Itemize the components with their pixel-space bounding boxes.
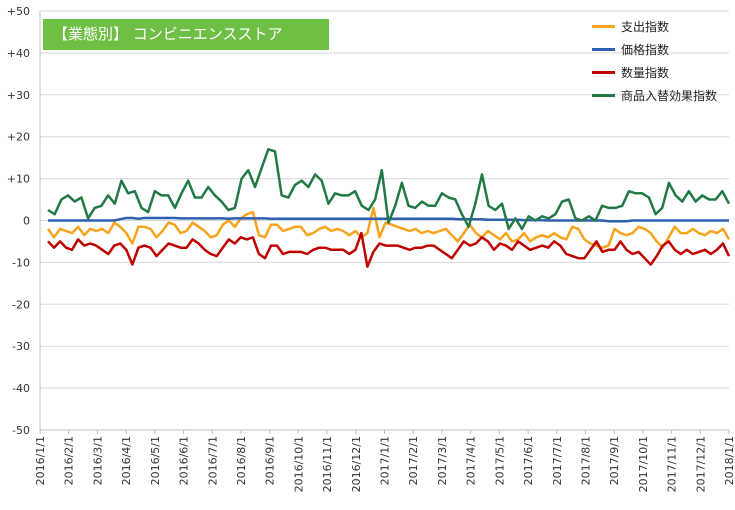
legend-swatch <box>592 94 615 97</box>
x-tick-label: 2016/2/1 <box>63 436 76 485</box>
y-tick-label: +20 <box>7 131 30 144</box>
x-axis-ticks: 2016/1/1 2016/2/1 2016/3/1 2016/4/1 2016/5/1… <box>34 430 735 492</box>
y-tick-label: -50 <box>12 424 30 437</box>
legend-label: 数量指数 <box>621 66 670 80</box>
x-tick-label: 2017/3/1 <box>436 436 449 485</box>
legend-label: 価格指数 <box>621 43 670 57</box>
x-tick-label: 2016/7/1 <box>206 436 219 485</box>
x-tick-label: 2016/11/1 <box>321 436 334 492</box>
legend-label: 支出指数 <box>621 20 670 34</box>
x-tick-label: 2016/8/1 <box>235 436 248 485</box>
x-tick-label: 2016/12/1 <box>350 436 363 492</box>
y-tick-label: 0 <box>23 215 30 228</box>
x-tick-label: 2016/3/1 <box>91 436 104 485</box>
legend-swatch <box>592 48 615 51</box>
y-tick-label: -40 <box>12 382 30 395</box>
x-tick-label: 2016/9/1 <box>264 436 277 485</box>
y-axis-ticks: +50 +40 +30 +20 +10 0 -10 -20 -30 -40 -50 <box>7 5 30 437</box>
x-tick-label: 2017/12/1 <box>694 436 707 492</box>
y-tick-label: -30 <box>12 340 30 353</box>
x-tick-label: 2017/8/1 <box>579 436 592 485</box>
x-tick-label: 2017/5/1 <box>493 436 506 485</box>
series-lines <box>46 148 731 268</box>
legend-swatch <box>592 71 615 74</box>
x-tick-label: 2017/1/1 <box>379 436 392 485</box>
x-tick-label: 2017/10/1 <box>637 436 650 492</box>
x-tick-label: 2017/2/1 <box>407 436 420 485</box>
y-tick-label: +40 <box>7 47 30 60</box>
y-tick-label: -20 <box>12 298 30 311</box>
x-tick-label: 2017/11/1 <box>666 436 679 492</box>
y-tick-label: +30 <box>7 89 30 102</box>
legend-item: 数量指数 <box>592 61 717 84</box>
x-tick-label: 2017/4/1 <box>465 436 478 485</box>
legend: 支出指数 価格指数 数量指数 商品入替効果指数 <box>592 15 717 107</box>
series-line <box>47 231 731 268</box>
x-tick-label: 2016/10/1 <box>292 436 305 492</box>
legend-swatch <box>592 25 615 28</box>
legend-item: 支出指数 <box>592 15 717 38</box>
chart-title: 【業態別】 コンビニエンスストア <box>43 19 329 50</box>
legend-item: 商品入替効果指数 <box>592 84 717 107</box>
legend-item: 価格指数 <box>592 38 717 61</box>
legend-label: 商品入替効果指数 <box>621 89 718 103</box>
x-tick-label: 2017/7/1 <box>551 436 564 485</box>
y-tick-label: +10 <box>7 173 30 186</box>
x-tick-label: 2017/6/1 <box>522 436 535 485</box>
x-tick-label: 2016/4/1 <box>120 436 133 485</box>
x-tick-label: 2016/6/1 <box>178 436 191 485</box>
y-tick-label: +50 <box>7 5 30 18</box>
x-tick-label: 2016/1/1 <box>34 436 47 485</box>
x-tick-label: 2018/1/1 <box>723 436 735 485</box>
y-tick-label: -10 <box>12 256 30 269</box>
x-tick-label: 2016/5/1 <box>149 436 162 485</box>
series-line <box>47 148 731 231</box>
x-tick-label: 2017/9/1 <box>608 436 621 485</box>
